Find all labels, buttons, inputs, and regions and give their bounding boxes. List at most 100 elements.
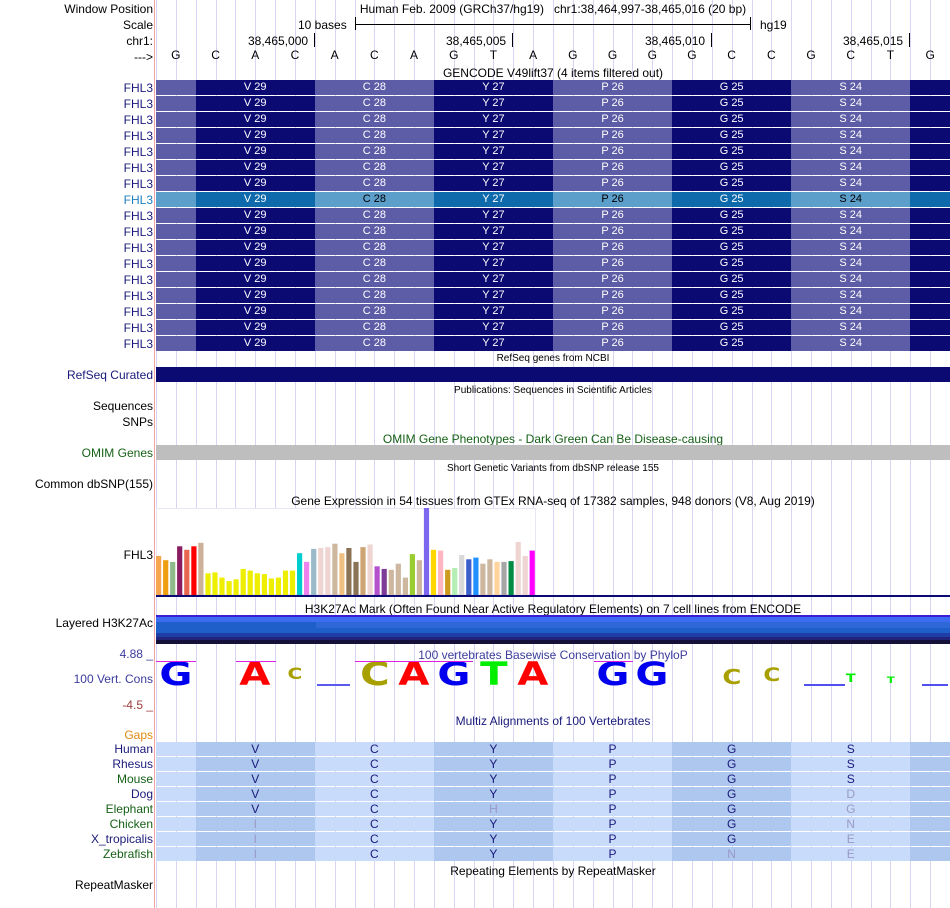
gtex-tissue-bar[interactable]: [515, 541, 521, 595]
gtex-tissue-bar[interactable]: [198, 542, 204, 595]
multiz-species-label[interactable]: Elephant: [105, 802, 153, 816]
gencode-transcript[interactable]: V 29 C 28 Y 27 P 26 G 25 S 24: [156, 160, 950, 175]
refseq-curated-label[interactable]: RefSeq Curated: [66, 368, 153, 382]
conservation-track-title[interactable]: 100 vertebrates Basewise Conservation by…: [418, 648, 688, 662]
vert-cons-label[interactable]: 100 Vert. Cons: [73, 672, 153, 686]
gtex-tissue-bar[interactable]: [254, 573, 260, 596]
gtex-tissue-bar[interactable]: [212, 572, 218, 595]
gtex-tissue-bar[interactable]: [423, 508, 430, 595]
gtex-tissue-bar[interactable]: [261, 574, 267, 595]
gtex-tissue-bar[interactable]: [452, 568, 458, 595]
gtex-track-title[interactable]: Gene Expression in 54 tissues from GTEx …: [291, 494, 815, 508]
dbsnp-track-title[interactable]: Short Genetic Variants from dbSNP releas…: [447, 463, 659, 474]
gtex-tissue-bar[interactable]: [501, 561, 507, 595]
gtex-tissue-bar[interactable]: [240, 568, 246, 595]
publications-track-title[interactable]: Publications: Sequences in Scientific Ar…: [454, 385, 652, 396]
gtex-tissue-bar[interactable]: [205, 573, 211, 596]
omim-gene-bar[interactable]: [156, 445, 950, 460]
gencode-transcript-label[interactable]: FHL3: [123, 209, 153, 223]
gtex-tissue-bar[interactable]: [233, 579, 239, 595]
gencode-transcript-label[interactable]: FHL3: [123, 97, 153, 111]
gtex-tissue-bar[interactable]: [374, 566, 380, 595]
gtex-tissue-bar[interactable]: [381, 568, 387, 595]
gtex-tissue-bar[interactable]: [184, 549, 190, 595]
gencode-transcript[interactable]: V 29 C 28 Y 27 P 26 G 25 S 24: [156, 144, 950, 159]
gtex-tissue-bar[interactable]: [529, 550, 535, 595]
h3k27ac-track-title[interactable]: H3K27Ac Mark (Often Found Near Active Re…: [304, 602, 802, 616]
gencode-transcript-label[interactable]: FHL3: [123, 81, 153, 95]
gtex-tissue-bar[interactable]: [318, 548, 324, 595]
gtex-tissue-bar[interactable]: [332, 543, 338, 595]
gencode-transcript-label[interactable]: FHL3: [123, 241, 153, 255]
multiz-species-label[interactable]: Mouse: [116, 772, 153, 786]
gtex-bar-chart[interactable]: [150, 505, 550, 600]
gtex-tissue-bar[interactable]: [156, 555, 162, 595]
common-dbsnp-label[interactable]: Common dbSNP(155): [34, 477, 153, 491]
gencode-transcript-label[interactable]: FHL3: [123, 113, 153, 127]
gtex-tissue-bar[interactable]: [367, 544, 373, 596]
gencode-transcript[interactable]: V 29 C 28 Y 27 P 26 G 25 S 24: [156, 240, 950, 255]
gencode-transcript[interactable]: V 29 C 28 Y 27 P 26 G 25 S 24: [156, 304, 950, 319]
gtex-tissue-bar[interactable]: [473, 557, 479, 595]
gtex-tissue-bar[interactable]: [459, 555, 465, 595]
gencode-transcript-label[interactable]: FHL3: [123, 193, 153, 207]
gtex-tissue-bar[interactable]: [289, 570, 296, 595]
gencode-transcript[interactable]: V 29 C 28 Y 27 P 26 G 25 S 24: [156, 256, 950, 271]
gencode-transcript[interactable]: V 29 C 28 Y 27 P 26 G 25 S 24: [156, 288, 950, 303]
gtex-tissue-bar[interactable]: [219, 577, 225, 595]
gencode-transcript[interactable]: V 29 C 28 Y 27 P 26 G 25 S 24: [156, 96, 950, 111]
gtex-tissue-bar[interactable]: [275, 577, 281, 595]
gencode-transcript[interactable]: V 29 C 28 Y 27 P 26 G 25 S 24: [156, 336, 950, 351]
gtex-tissue-bar[interactable]: [191, 546, 197, 595]
gencode-transcript[interactable]: V 29 C 28 Y 27 P 26 G 25 S 24: [156, 80, 950, 95]
gtex-tissue-bar[interactable]: [487, 559, 493, 595]
gtex-tissue-bar[interactable]: [282, 570, 289, 595]
layered-h3k27ac-label[interactable]: Layered H3K27Ac: [55, 616, 153, 630]
gencode-transcript[interactable]: V 29 C 28 Y 27 P 26 G 25 S 24: [156, 128, 950, 143]
omim-track-title[interactable]: OMIM Gene Phenotypes - Dark Green Can Be…: [382, 432, 724, 446]
gtex-tissue-bar[interactable]: [163, 560, 169, 595]
gencode-transcript-label[interactable]: FHL3: [123, 257, 153, 271]
gencode-transcript[interactable]: V 29 C 28 Y 27 P 26 G 25 S 24: [156, 112, 950, 127]
refseq-gene-bar[interactable]: [156, 367, 950, 382]
gtex-tissue-bar[interactable]: [346, 548, 352, 595]
gtex-tissue-bar[interactable]: [360, 547, 366, 595]
publications-snps-label[interactable]: SNPs: [122, 415, 153, 429]
gencode-transcript-label[interactable]: FHL3: [123, 129, 153, 143]
gencode-transcript[interactable]: V 29 C 28 Y 27 P 26 G 25 S 24: [156, 320, 950, 335]
gtex-tissue-bar[interactable]: [247, 570, 253, 595]
gtex-tissue-bar[interactable]: [177, 546, 183, 595]
gtex-tissue-bar[interactable]: [494, 561, 500, 595]
gtex-tissue-bar[interactable]: [297, 553, 303, 595]
gtex-tissue-bar[interactable]: [416, 560, 422, 595]
multiz-species-label[interactable]: Human: [114, 742, 153, 756]
repeatmasker-track-title[interactable]: Repeating Elements by RepeatMasker: [450, 864, 656, 878]
gencode-transcript-label[interactable]: FHL3: [123, 305, 153, 319]
gtex-gene-label[interactable]: FHL3: [123, 548, 153, 562]
gtex-tissue-bar[interactable]: [304, 561, 310, 595]
gencode-transcript-label[interactable]: FHL3: [123, 225, 153, 239]
gencode-transcript-label[interactable]: FHL3: [123, 321, 153, 335]
repeatmasker-label[interactable]: RepeatMasker: [74, 878, 153, 892]
gencode-transcript-label[interactable]: FHL3: [123, 337, 153, 351]
gencode-track-title[interactable]: GENCODE V49lift37 (4 items filtered out): [442, 66, 664, 80]
gencode-transcript-label[interactable]: FHL3: [123, 177, 153, 191]
multiz-species-label[interactable]: Zebrafish: [102, 847, 153, 861]
gencode-transcript[interactable]: V 29 C 28 Y 27 P 26 G 25 S 24: [156, 208, 950, 223]
publications-sequences-label[interactable]: Sequences: [92, 399, 153, 413]
multiz-species-label[interactable]: Rhesus: [112, 757, 153, 771]
gtex-tissue-bar[interactable]: [508, 561, 514, 595]
omim-genes-label[interactable]: OMIM Genes: [81, 446, 153, 460]
multiz-species-label[interactable]: X_tropicalis: [90, 832, 153, 846]
gtex-tissue-bar[interactable]: [480, 563, 486, 595]
strand-arrow-label[interactable]: --->: [134, 50, 153, 64]
multiz-species-label[interactable]: Chicken: [109, 817, 153, 831]
gtex-tissue-bar[interactable]: [402, 577, 408, 595]
gtex-tissue-bar[interactable]: [409, 554, 415, 595]
